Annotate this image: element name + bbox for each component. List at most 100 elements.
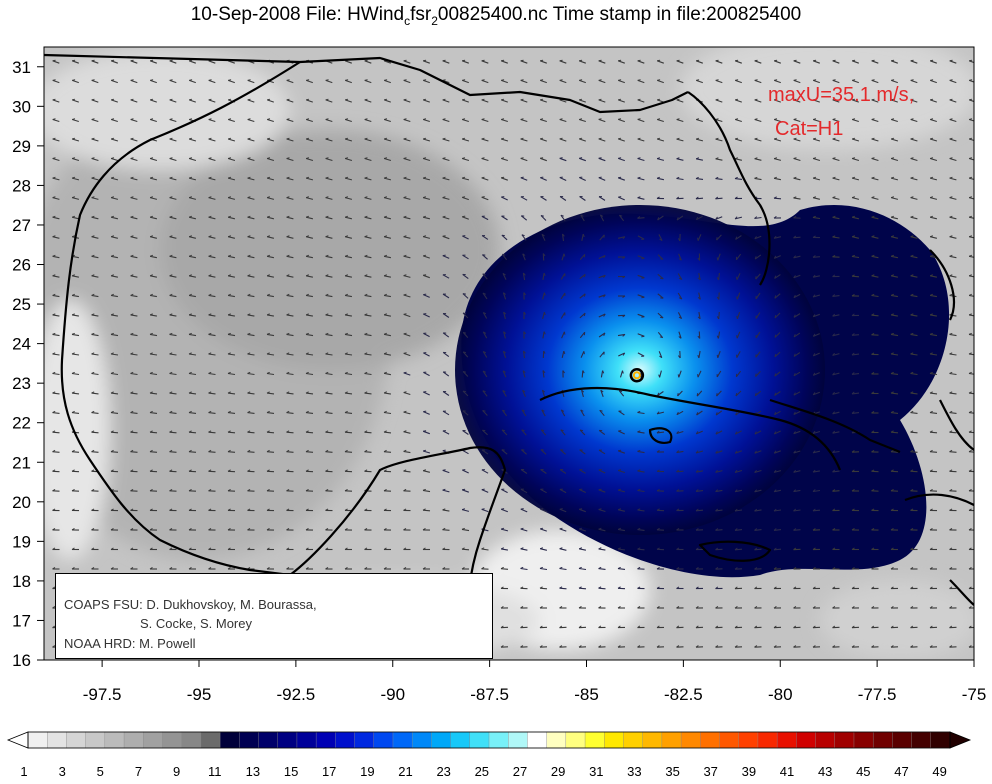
- wind-vector: [130, 216, 138, 220]
- wind-vector-head: [130, 176, 134, 179]
- wind-vector-head: [71, 196, 76, 199]
- wind-vector: [560, 429, 566, 436]
- wind-vector: [522, 350, 526, 359]
- wind-vector-head: [695, 605, 699, 609]
- wind-vector-head: [364, 566, 368, 570]
- wind-vector: [969, 294, 974, 297]
- wind-vector: [286, 157, 294, 162]
- wind-vector-head: [773, 567, 777, 570]
- wind-vector: [734, 509, 743, 512]
- wind-vector: [169, 431, 177, 434]
- wind-vector-head: [325, 79, 329, 81]
- wind-vector-head: [832, 98, 836, 101]
- wind-vector-head: [637, 605, 641, 609]
- wind-vector: [715, 99, 723, 103]
- category-label: Cat=H1: [775, 118, 843, 140]
- wind-vector-head: [676, 59, 680, 62]
- wind-vector-arrows: [52, 59, 974, 648]
- wind-vector-head: [247, 527, 251, 531]
- wind-vector: [306, 314, 313, 317]
- wind-vector-head: [559, 118, 563, 120]
- wind-vector: [754, 450, 762, 454]
- wind-vector-head: [618, 196, 622, 198]
- wind-vector-head: [773, 586, 777, 590]
- wind-vector: [540, 488, 547, 494]
- wind-vector: [658, 234, 663, 241]
- wind-vector-head: [891, 118, 895, 120]
- wind-vector: [637, 431, 645, 434]
- wind-vector-head: [111, 79, 115, 81]
- colorbar-label: 29: [551, 764, 565, 779]
- wind-vector: [949, 118, 957, 123]
- wind-vector: [717, 351, 721, 358]
- wind-vector: [481, 157, 489, 162]
- wind-vector: [169, 353, 177, 356]
- wind-vector-head: [344, 371, 348, 374]
- wind-vector: [696, 79, 703, 84]
- wind-vector-head: [286, 430, 290, 433]
- wind-vector: [949, 197, 957, 200]
- wind-vector: [579, 138, 586, 142]
- wind-vector: [559, 488, 567, 494]
- wind-vector: [968, 392, 974, 395]
- wind-vector: [890, 392, 899, 395]
- wind-vector-head: [969, 118, 973, 120]
- wind-vector: [793, 332, 801, 338]
- wind-vector: [773, 158, 782, 161]
- wind-vector-head: [968, 371, 972, 374]
- wind-vector: [578, 528, 587, 532]
- wind-vector-head: [716, 354, 719, 358]
- wind-vector: [150, 79, 157, 84]
- wind-vector: [266, 412, 275, 414]
- wind-vector-head: [715, 176, 719, 180]
- wind-vector: [52, 79, 60, 84]
- wind-vector: [754, 177, 762, 181]
- wind-vector: [130, 372, 138, 376]
- wind-vector: [832, 411, 840, 415]
- wind-vector: [657, 293, 664, 299]
- wind-vector: [286, 236, 294, 239]
- wind-vector-head: [110, 332, 114, 335]
- wind-vector-head: [735, 392, 738, 397]
- wind-vector-head: [715, 137, 719, 140]
- wind-vector: [890, 353, 899, 356]
- wind-vector-head: [697, 296, 701, 300]
- wind-vector: [910, 138, 918, 142]
- wind-vector-head: [832, 294, 836, 297]
- wind-vector: [111, 118, 118, 123]
- wind-vector-head: [676, 586, 680, 589]
- wind-vector-head: [540, 215, 545, 217]
- wind-vector: [403, 197, 411, 200]
- wind-vector-head: [227, 313, 231, 316]
- wind-vector: [715, 410, 723, 416]
- wind-vector-head: [774, 79, 778, 81]
- wind-vector-head: [949, 469, 953, 472]
- wind-vector-head: [110, 391, 114, 394]
- wind-vector-head: [130, 469, 134, 472]
- wind-vector-head: [227, 332, 231, 335]
- wind-vector-head: [325, 196, 329, 199]
- wind-vector-head: [560, 429, 564, 432]
- wind-vector: [227, 412, 236, 414]
- colorbar-swatch: [450, 731, 471, 749]
- wind-vector-head: [676, 605, 680, 609]
- wind-vector: [696, 430, 703, 435]
- wind-vector-head: [949, 625, 953, 629]
- wind-vector: [423, 118, 430, 123]
- colorbar-label: 21: [398, 764, 412, 779]
- wind-vector-head: [832, 566, 836, 570]
- wind-vector-head: [540, 527, 544, 530]
- wind-vector: [403, 177, 411, 181]
- wind-vector: [637, 197, 645, 200]
- colorbar-swatch: [700, 731, 721, 749]
- wind-vector: [423, 99, 430, 103]
- wind-vector-head: [929, 488, 933, 492]
- wind-vector: [169, 118, 177, 123]
- wind-vector: [149, 412, 158, 414]
- wind-vector: [580, 214, 585, 222]
- wind-vector: [871, 314, 879, 317]
- wind-vector: [286, 431, 294, 434]
- wind-vector-head: [832, 118, 836, 120]
- wind-vector: [503, 311, 506, 320]
- wind-vector: [539, 587, 548, 590]
